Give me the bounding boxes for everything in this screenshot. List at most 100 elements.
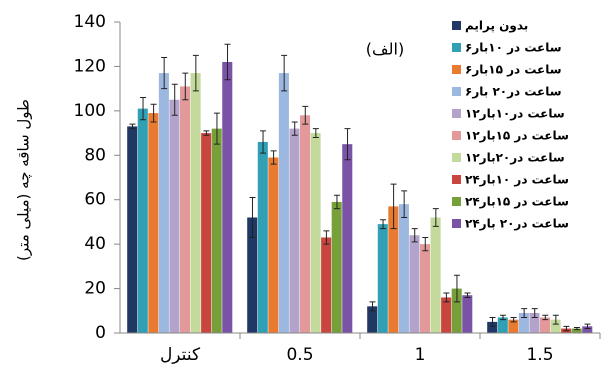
legend-label: ۱۲ساعت در۲۰بار	[465, 151, 565, 165]
bar	[441, 297, 452, 333]
y-tick-label: 140	[74, 12, 106, 32]
bar	[148, 113, 159, 333]
legend-swatch	[452, 131, 461, 140]
bar	[180, 86, 191, 334]
bar	[529, 313, 540, 333]
legend-swatch	[452, 197, 461, 206]
error-bar	[260, 130, 267, 154]
error-bar	[203, 130, 210, 136]
error-bar	[192, 54, 199, 92]
error-bar	[171, 83, 178, 116]
error-bar	[270, 150, 277, 165]
error-bar	[432, 208, 439, 227]
bar	[222, 61, 233, 333]
error-bar	[453, 274, 460, 303]
x-tick-label: 1.5	[526, 345, 553, 365]
bar	[487, 321, 498, 333]
legend-label: ۶ساعت در ۱۵بار	[465, 63, 562, 77]
error-bar	[213, 112, 220, 145]
legend-label: ۱۲ساعت در ۱۵بار	[465, 129, 569, 143]
bar	[540, 317, 551, 333]
bar	[257, 141, 268, 333]
legend-swatch	[452, 109, 461, 118]
bar	[508, 319, 519, 333]
legend-swatch	[452, 87, 461, 96]
bar	[342, 144, 353, 333]
legend-label: ۱۲ساعت در۱۰بار	[465, 107, 565, 121]
bar	[462, 295, 473, 333]
error-bar	[323, 230, 330, 245]
bar	[321, 237, 332, 333]
legend-label: ۶ساعت در۲۰ بار	[465, 85, 562, 99]
bar	[331, 201, 342, 333]
legend-label: ۲۴ساعت در۲۰ بار	[465, 217, 569, 231]
legend-swatch	[452, 153, 461, 162]
bar	[518, 313, 529, 333]
legend-label: ۲۴ساعت در ۱۵بار	[465, 195, 569, 209]
annotation: (الف)	[366, 40, 404, 59]
bar	[398, 204, 409, 333]
legend-swatch	[452, 175, 461, 184]
error-bar	[291, 121, 298, 136]
error-bar	[500, 314, 507, 321]
legend-swatch	[452, 219, 461, 228]
error-bar	[281, 54, 288, 92]
bar	[310, 133, 321, 333]
x-tick-label: کنترل	[160, 345, 201, 365]
y-tick-label: 40	[84, 234, 106, 254]
error-bar	[390, 183, 397, 230]
bar	[377, 224, 388, 333]
error-bar	[552, 314, 559, 325]
error-bar	[443, 292, 450, 303]
bar	[388, 206, 399, 333]
bar	[497, 317, 508, 333]
y-tick-label: 0	[95, 323, 106, 343]
error-bar	[401, 190, 408, 218]
bar	[278, 73, 289, 333]
legend-swatch	[452, 65, 461, 74]
error-bar	[422, 236, 429, 252]
bar	[550, 319, 561, 333]
error-bar	[489, 316, 496, 327]
legend-swatch	[452, 21, 461, 30]
bar	[169, 99, 180, 333]
error-bar	[510, 316, 517, 323]
error-bar	[563, 325, 570, 332]
error-bar	[161, 57, 168, 90]
bar	[451, 288, 462, 333]
bar	[190, 73, 201, 333]
error-bar	[573, 326, 580, 331]
bar	[201, 133, 212, 333]
bar	[571, 328, 582, 333]
error-bar	[464, 292, 471, 298]
y-tick-label: 100	[74, 101, 106, 121]
bar	[420, 244, 431, 333]
error-bar	[249, 196, 256, 238]
error-bar	[369, 301, 376, 312]
bar	[367, 306, 378, 333]
bar	[268, 157, 279, 333]
bar	[211, 128, 222, 333]
bar	[289, 128, 300, 333]
y-tick-label: 80	[84, 145, 106, 165]
bar	[409, 235, 420, 333]
error-bar	[312, 128, 319, 139]
error-bar	[129, 123, 136, 130]
error-bar	[182, 72, 189, 101]
bar	[127, 126, 138, 334]
error-bar	[140, 97, 147, 121]
error-bar	[302, 105, 309, 125]
y-axis-label: طول ساقه چه (میلی متر)	[15, 99, 33, 261]
y-tick-label: 120	[74, 56, 106, 76]
error-bar	[344, 128, 351, 161]
x-tick-label: 0.5	[286, 345, 313, 365]
legend-swatch	[452, 43, 461, 52]
error-bar	[411, 228, 418, 243]
y-tick-label: 60	[84, 190, 106, 210]
error-bar	[380, 219, 387, 230]
bar	[430, 217, 441, 333]
bar	[137, 108, 148, 333]
legend-label: ۲۴ساعت در ۱۰بار	[465, 173, 569, 187]
bar	[158, 73, 169, 333]
